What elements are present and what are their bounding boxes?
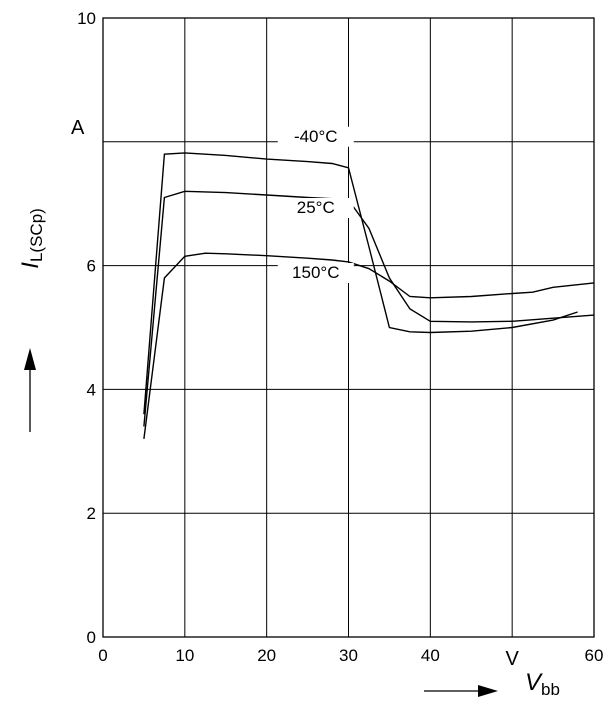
svg-text:IL(SCp): IL(SCp) — [17, 208, 46, 269]
plot-frame — [102, 17, 595, 638]
y-axis-sub: L(SCp) — [27, 208, 46, 262]
grid — [103, 18, 594, 637]
x-tick-label: 40 — [421, 646, 440, 665]
y-tick-label: 0 — [87, 628, 96, 647]
x-axis-sub: bb — [541, 680, 560, 699]
series-line-0 — [143, 152, 578, 415]
series-line-2 — [143, 252, 595, 439]
series-label-1: 25°C — [297, 198, 335, 217]
y-tick-label: 4 — [87, 380, 96, 399]
tick-labels: 0 10 20 30 40 60 0 2 4 6 10 — [77, 9, 603, 665]
series-line-1 — [143, 190, 595, 427]
series-label-bg — [277, 126, 354, 147]
y-tick-label: 10 — [77, 9, 96, 28]
x-tick-label: 20 — [257, 646, 276, 665]
x-tick-label: 10 — [175, 646, 194, 665]
x-tick-label: 60 — [585, 646, 604, 665]
y-axis-arrow-icon — [24, 348, 36, 432]
x-tick-label: 0 — [98, 646, 107, 665]
x-tick-label: 30 — [339, 646, 358, 665]
svg-text:Vbb: Vbb — [525, 669, 560, 699]
x-unit-label: V — [505, 648, 519, 670]
x-axis-main: V — [525, 669, 543, 696]
series-label-bg — [277, 262, 354, 283]
y-unit-label: A — [71, 117, 85, 139]
x-axis-title: Vbb — [525, 669, 560, 699]
series-label-2: 150°C — [292, 263, 339, 282]
series-lines: -40°C 25°C 150°C — [143, 126, 595, 439]
y-axis-main: I — [17, 262, 44, 269]
y-tick-label: 2 — [87, 504, 96, 523]
y-axis-title: IL(SCp) — [17, 208, 46, 269]
series-label-bg — [277, 197, 354, 218]
x-axis-arrow-icon — [424, 685, 498, 697]
series-label-0: -40°C — [294, 127, 338, 146]
y-tick-label: 6 — [87, 257, 96, 276]
